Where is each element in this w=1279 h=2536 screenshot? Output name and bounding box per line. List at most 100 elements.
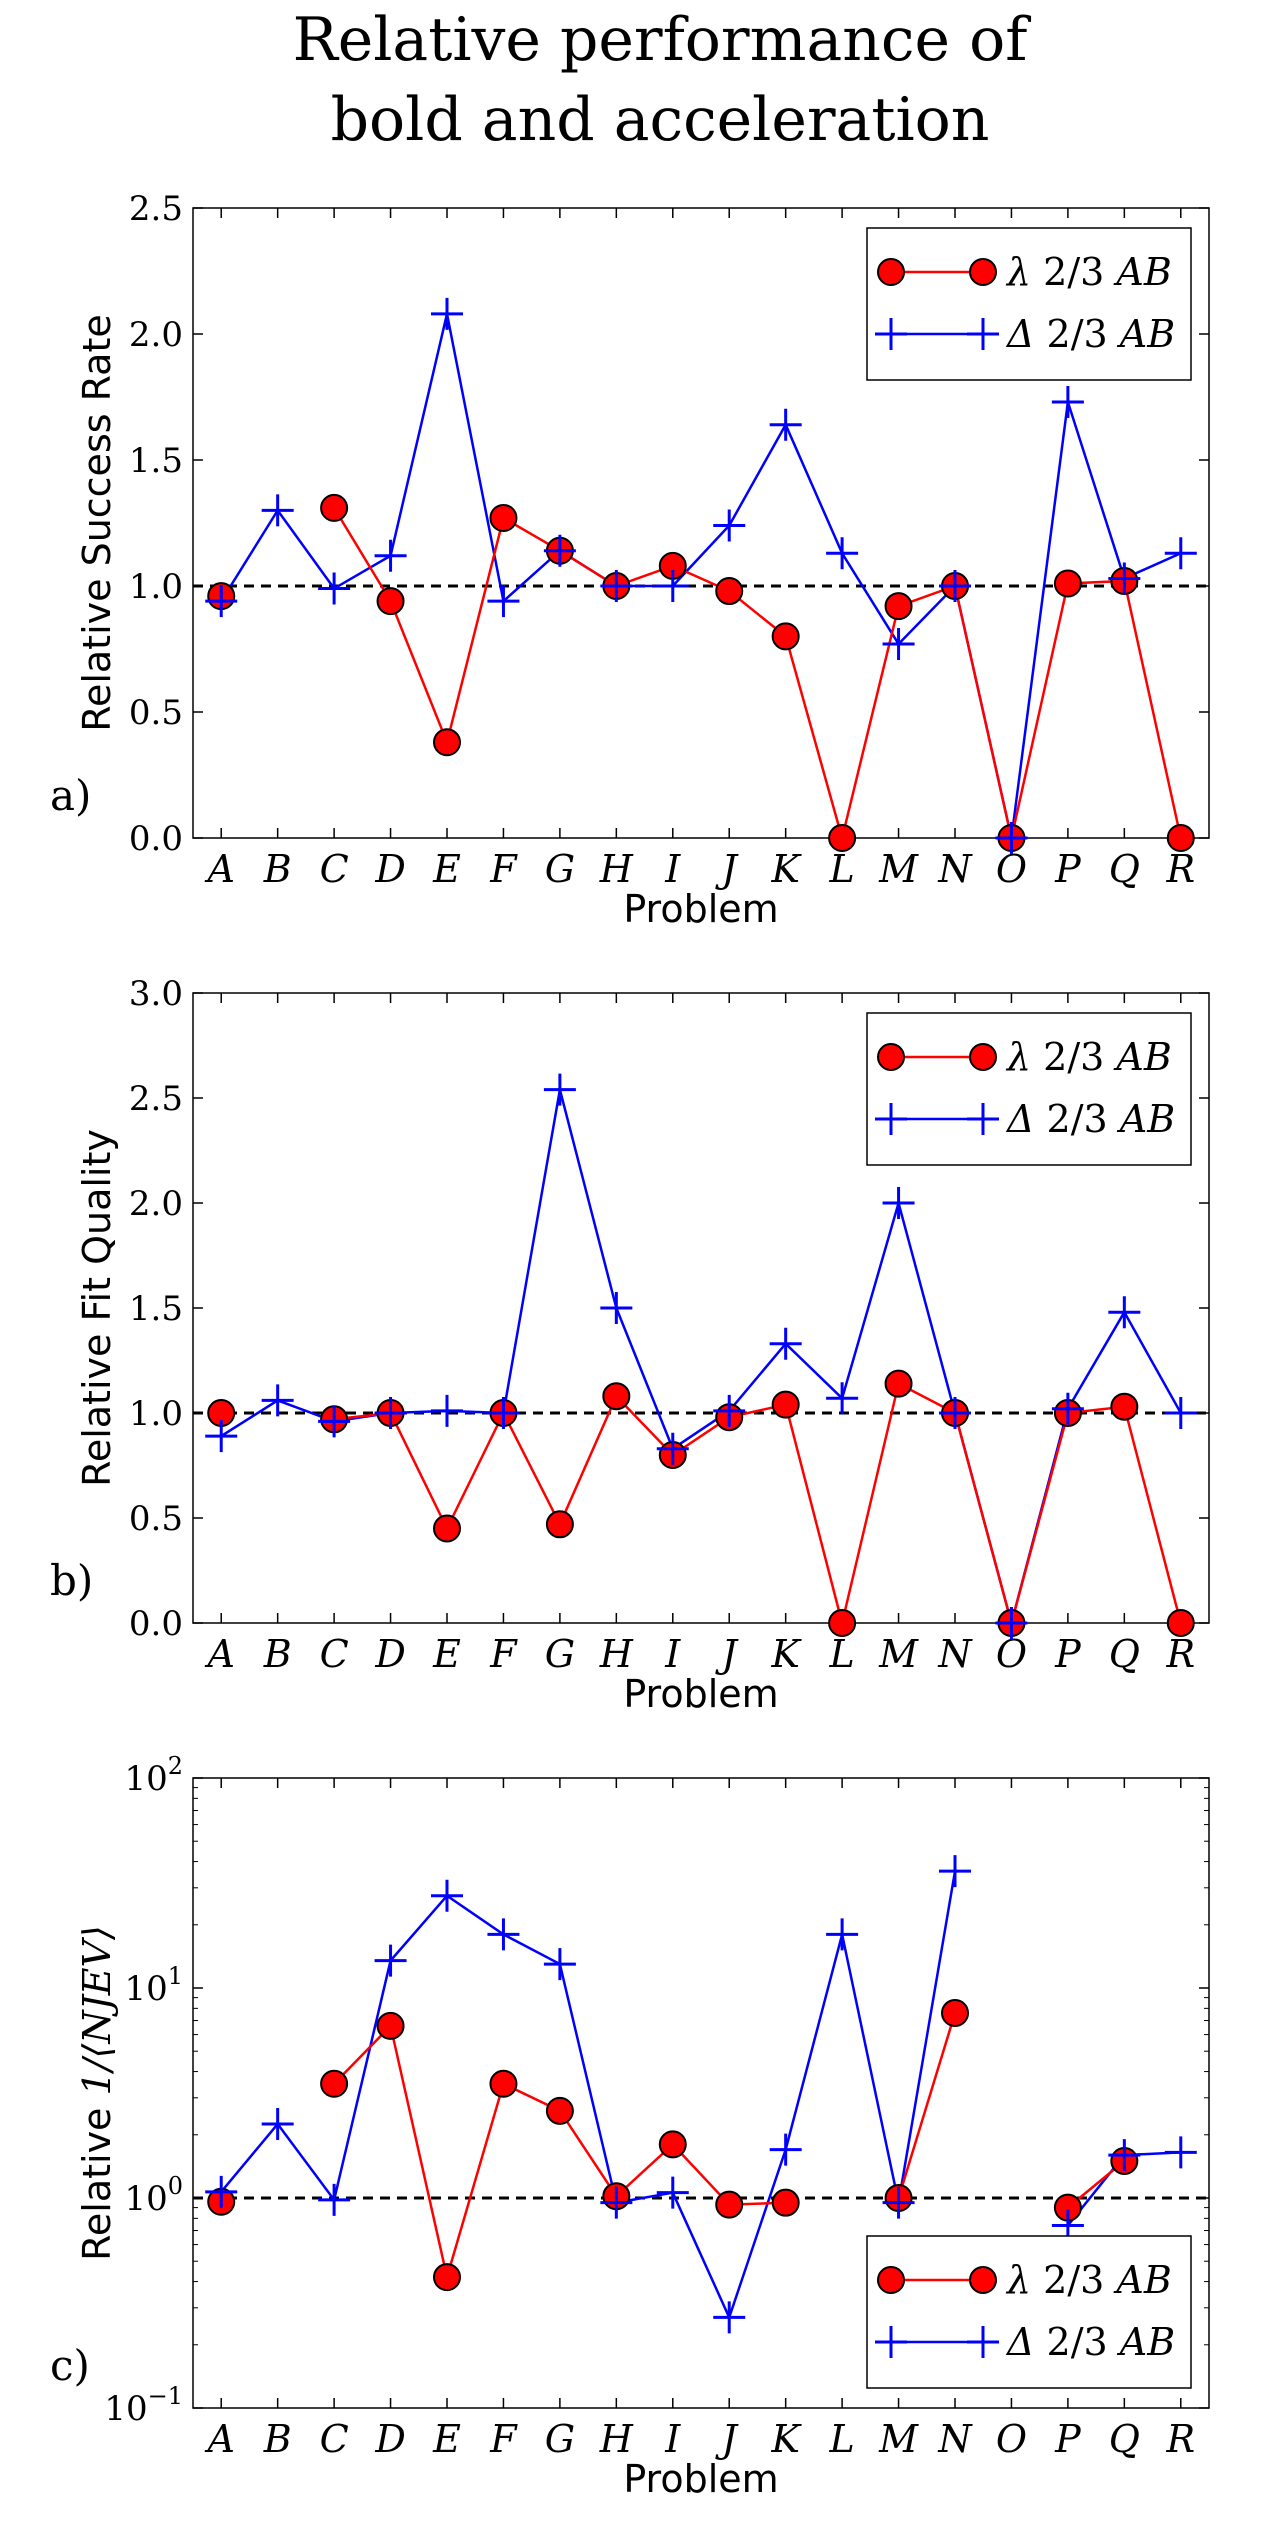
x-tick-label: E <box>432 1632 461 1676</box>
delta-point-F <box>487 1397 520 1429</box>
legend-label-delta: Δ 2/3 AB <box>1005 312 1175 356</box>
x-tick-label: M <box>878 2417 919 2461</box>
delta-point-D <box>374 1944 407 1977</box>
lambda-point-H <box>602 1382 631 1411</box>
x-tick-label: N <box>937 847 973 891</box>
y-tick-label: 101 <box>124 1962 183 2009</box>
delta-point-H <box>600 570 633 602</box>
delta-point-N <box>939 1397 971 1429</box>
x-tick-label: K <box>770 1632 802 1676</box>
y-tick-label: 0.5 <box>129 693 183 733</box>
legend-marker-lambda <box>969 1043 997 1071</box>
y-tick-label: 2.5 <box>129 189 183 229</box>
x-tick-label: P <box>1054 847 1082 891</box>
y-tick-label: 1.5 <box>129 1289 183 1329</box>
lambda-point-D <box>376 587 405 616</box>
lambda-point-J <box>715 577 744 606</box>
y-tick-label: 1.5 <box>129 441 183 481</box>
legend-marker-lambda <box>969 258 997 286</box>
x-tick-label: N <box>937 2417 973 2461</box>
delta-point-J <box>713 2301 746 2334</box>
legend: λ 2/3 AB Δ 2/3 AB <box>866 1012 1192 1166</box>
delta-point-E <box>431 1394 463 1427</box>
x-tick-label: R <box>1165 847 1195 891</box>
legend-marker-lambda <box>877 2266 905 2294</box>
legend-marker-lambda <box>877 258 905 286</box>
delta-point-O <box>995 822 1028 854</box>
panel-label: b) <box>50 1556 93 1605</box>
x-tick-label: B <box>263 2417 292 2461</box>
delta-point-A <box>205 1420 238 1453</box>
x-tick-label: A <box>204 847 234 891</box>
x-tick-label: A <box>204 2417 234 2461</box>
lambda-point-M <box>884 592 913 621</box>
x-tick-label: Q <box>1109 2417 1140 2461</box>
x-tick-label: D <box>374 1632 405 1676</box>
x-tick-label: N <box>937 1632 973 1676</box>
y-tick-label: 2.0 <box>129 315 183 355</box>
x-tick-label: I <box>664 847 681 891</box>
x-axis-label: Problem <box>623 2457 778 2501</box>
delta-point-E <box>431 1879 463 1912</box>
lambda-point-K <box>771 622 800 651</box>
plot-frame <box>192 207 1210 839</box>
lambda-series-line <box>897 2012 957 2199</box>
delta-point-N <box>939 570 971 602</box>
lambda-series-line <box>333 507 1182 843</box>
y-axis-label: Relative Success Rate <box>75 314 119 732</box>
delta-point-A <box>205 585 238 618</box>
lambda-point-I <box>658 2130 687 2159</box>
y-axis-label: Relative Fit Quality <box>75 1129 119 1487</box>
lambda-series-line <box>333 1381 1182 1628</box>
panel-label: a) <box>50 771 91 820</box>
x-tick-label: G <box>545 2417 575 2461</box>
delta-point-K <box>769 408 802 441</box>
x-tick-label: F <box>489 1632 518 1676</box>
lambda-series-line <box>333 2023 786 2278</box>
delta-point-P <box>1051 386 1084 419</box>
delta-point-A <box>205 2175 238 2208</box>
lambda-point-R <box>1166 1609 1195 1637</box>
panel-label: c) <box>50 2341 90 2390</box>
delta-point-L <box>826 1382 859 1415</box>
x-tick-label: H <box>599 847 634 891</box>
delta-point-B <box>261 494 294 527</box>
delta-point-G <box>543 1948 576 1981</box>
x-axis-label: Problem <box>623 1672 778 1716</box>
delta-point-I <box>656 1432 689 1465</box>
legend-marker-delta <box>967 1103 999 1135</box>
lambda-point-G <box>545 2096 574 2125</box>
legend-label-lambda: λ 2/3 AB <box>1005 2258 1172 2302</box>
x-tick-label: E <box>432 2417 461 2461</box>
x-tick-label: Q <box>1109 1632 1140 1676</box>
x-tick-label: H <box>599 2417 634 2461</box>
delta-point-G <box>543 1073 576 1106</box>
x-tick-label: R <box>1165 1632 1195 1676</box>
delta-point-C <box>318 1405 351 1438</box>
chart-panel-c: 10−1 100 101 102 A B C D E F G H I J K L M N O P Q R Problem Re… <box>50 1752 1210 2501</box>
x-tick-label: J <box>715 847 739 891</box>
legend-marker-delta <box>875 2326 907 2358</box>
y-tick-label: 0.5 <box>129 1499 183 1539</box>
delta-point-I <box>656 570 689 602</box>
lambda-point-C <box>320 2069 349 2098</box>
x-tick-label: C <box>320 847 349 891</box>
legend-marker-delta <box>875 1103 907 1135</box>
lambda-point-J <box>715 2190 744 2219</box>
delta-point-I <box>656 2176 689 2209</box>
x-tick-label: I <box>664 1632 681 1676</box>
delta-point-M <box>882 627 915 660</box>
x-tick-label: L <box>828 2417 854 2461</box>
x-tick-label: B <box>263 847 292 891</box>
x-tick-label: K <box>770 847 802 891</box>
x-tick-label: F <box>489 2417 518 2461</box>
y-tick-label: 10−1 <box>104 2382 183 2429</box>
x-tick-label: M <box>878 1632 919 1676</box>
x-tick-label: O <box>996 2417 1027 2461</box>
x-axis-label: Problem <box>623 887 778 931</box>
x-tick-label: O <box>996 1632 1027 1676</box>
lambda-point-E <box>433 728 461 757</box>
delta-point-L <box>826 1918 859 1951</box>
x-tick-label: A <box>204 1632 234 1676</box>
